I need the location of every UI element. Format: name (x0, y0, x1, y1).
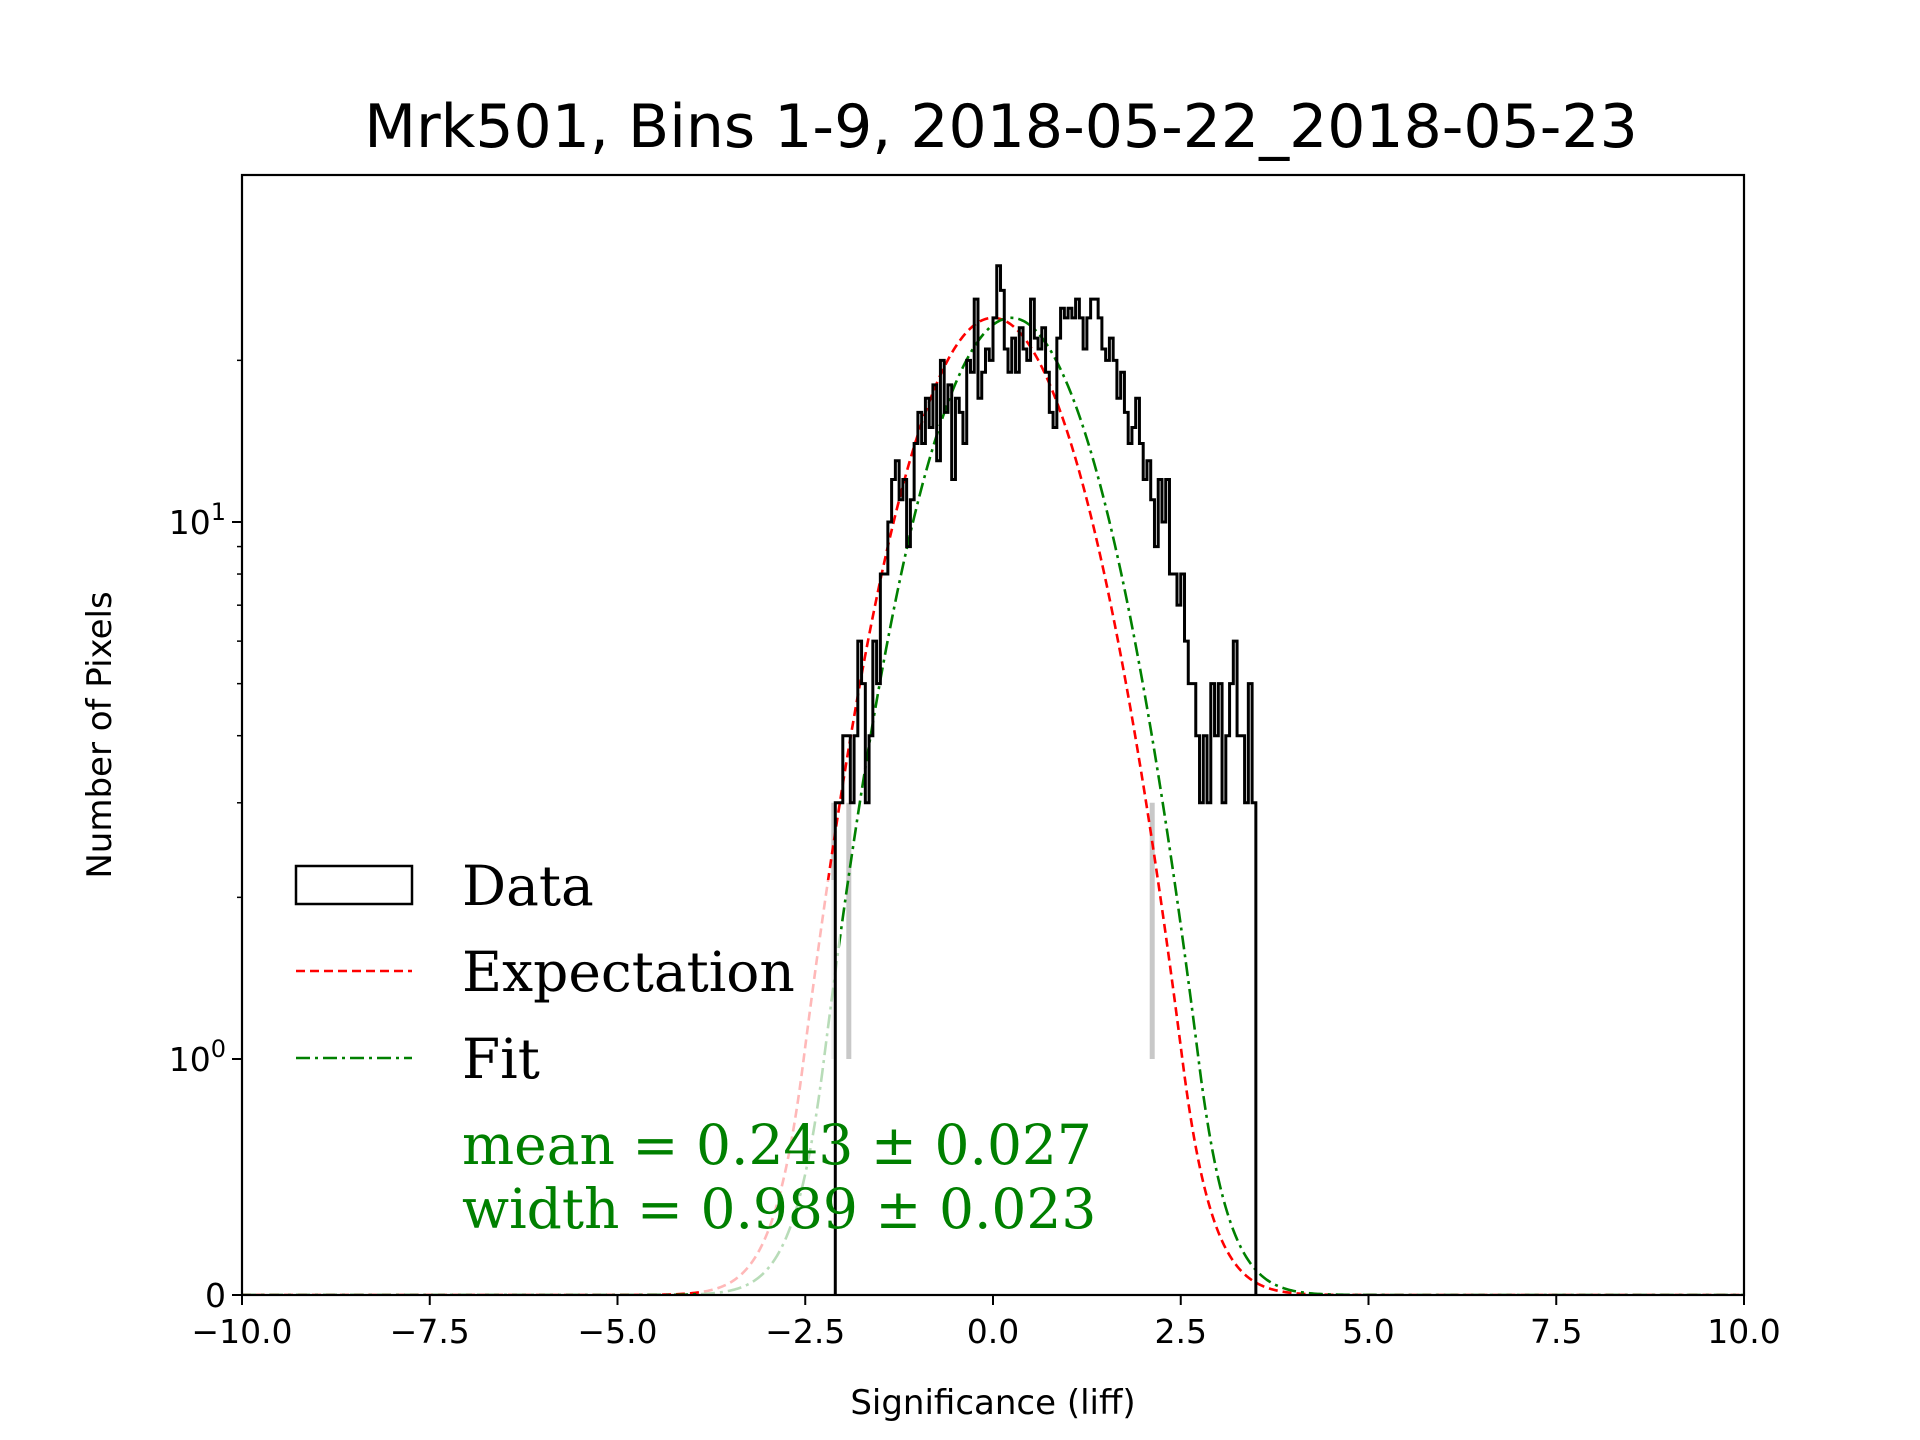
fit-width-annotation: width = 0.989 ± 0.023 (462, 1177, 1096, 1241)
x-tick-label: −2.5 (765, 1312, 845, 1351)
y-axis: 0 100 101 (169, 359, 242, 1315)
x-tick-label: −7.5 (390, 1312, 470, 1351)
fit-curve (242, 316, 1744, 1295)
y-tick-label: 101 (169, 498, 226, 542)
legend-background-fade (700, 880, 840, 1295)
x-tick-label: 7.5 (1530, 1312, 1582, 1351)
x-tick-label: −10.0 (191, 1312, 292, 1351)
x-tick-label: −5.0 (577, 1312, 657, 1351)
y-axis-label: Number of Pixels (80, 591, 120, 878)
fit-mean-annotation: mean = 0.243 ± 0.027 (462, 1113, 1092, 1177)
x-tick-label: 10.0 (1707, 1312, 1780, 1351)
plot-area (242, 264, 1744, 1295)
legend-data-label: Data (462, 854, 594, 918)
legend-expectation-label: Expectation (462, 940, 795, 1004)
histogram-steps (833, 264, 1258, 1295)
x-tick-label: 0.0 (967, 1312, 1019, 1351)
data-histogram (833, 264, 1258, 1295)
x-axis: −10.0 −7.5 −5.0 −2.5 0.0 2.5 5.0 7.5 10.0 (191, 1295, 1781, 1351)
chart-title: Mrk501, Bins 1-9, 2018-05-22_2018-05-23 (364, 92, 1638, 162)
x-tick-label: 5.0 (1342, 1312, 1394, 1351)
legend: Data Expectation Fit (294, 854, 795, 1091)
y-tick-label: 100 (169, 1035, 226, 1079)
x-tick-label: 2.5 (1155, 1312, 1207, 1351)
error-bars (831, 802, 1155, 1059)
legend-data-swatch (294, 864, 414, 906)
legend-fit-label: Fit (462, 1027, 540, 1091)
x-axis-label: Significance (liff) (850, 1383, 1135, 1423)
y-tick-label: 0 (205, 1276, 226, 1315)
